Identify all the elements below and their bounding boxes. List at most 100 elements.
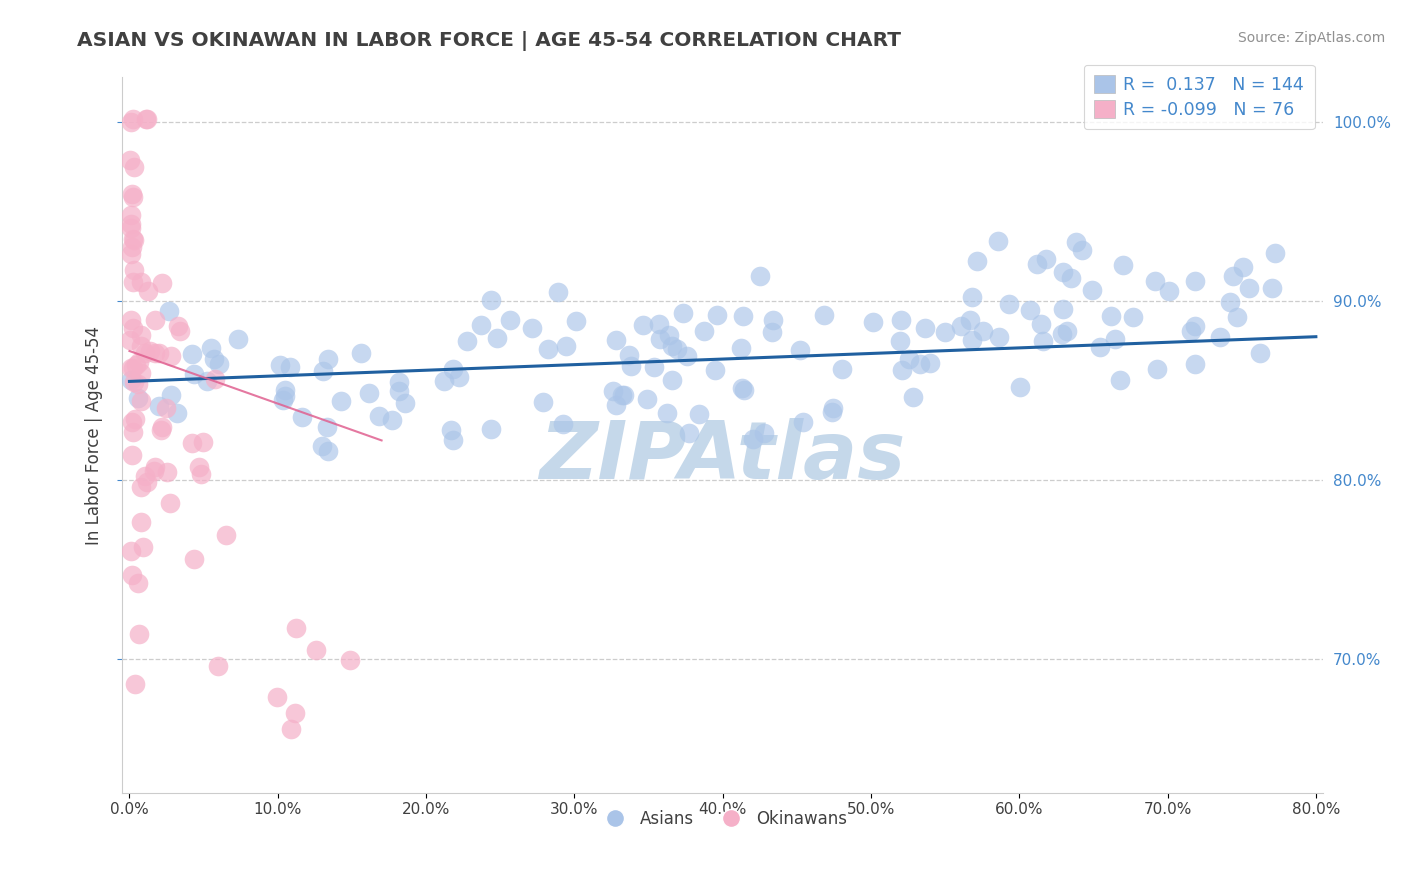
Point: [207, 659, 229, 673]
Point: [903, 390, 925, 404]
Point: [934, 325, 956, 339]
Point: [908, 357, 931, 371]
Point: [121, 448, 143, 462]
Point: [617, 348, 640, 362]
Point: [274, 389, 297, 403]
Point: [284, 621, 307, 635]
Point: [730, 341, 752, 355]
Point: [143, 460, 166, 475]
Point: [200, 341, 222, 355]
Point: [121, 567, 143, 582]
Point: [643, 359, 665, 374]
Point: [122, 361, 145, 376]
Point: [1237, 281, 1260, 295]
Point: [120, 218, 142, 232]
Point: [960, 333, 983, 347]
Point: [273, 383, 295, 397]
Point: [486, 331, 509, 345]
Point: [124, 412, 146, 426]
Point: [291, 410, 314, 425]
Point: [789, 343, 811, 358]
Point: [889, 334, 911, 348]
Point: [155, 401, 177, 415]
Point: [449, 369, 471, 384]
Point: [280, 722, 302, 736]
Point: [602, 384, 624, 398]
Point: [148, 346, 170, 360]
Point: [129, 480, 152, 494]
Point: [160, 388, 183, 402]
Point: [339, 653, 361, 667]
Point: [1056, 324, 1078, 338]
Point: [180, 347, 202, 361]
Point: [129, 328, 152, 343]
Point: [394, 396, 416, 410]
Point: [120, 115, 142, 129]
Point: [1180, 324, 1202, 338]
Point: [129, 275, 152, 289]
Point: [134, 346, 156, 360]
Point: [1064, 235, 1087, 249]
Point: [129, 515, 152, 529]
Point: [752, 425, 775, 440]
Point: [136, 284, 159, 298]
Point: [120, 208, 142, 222]
Point: [315, 419, 337, 434]
Point: [997, 297, 1019, 311]
Point: [226, 332, 249, 346]
Point: [897, 351, 920, 366]
Point: [443, 433, 465, 447]
Point: [120, 220, 142, 235]
Point: [190, 467, 212, 482]
Legend: Asians, Okinawans: Asians, Okinawans: [592, 803, 853, 834]
Point: [316, 443, 339, 458]
Point: [672, 305, 695, 319]
Point: [121, 186, 143, 201]
Point: [1099, 310, 1122, 324]
Point: [183, 552, 205, 566]
Point: [269, 358, 291, 372]
Point: [122, 189, 145, 203]
Point: [693, 324, 716, 338]
Point: [1157, 285, 1180, 299]
Point: [1209, 329, 1232, 343]
Point: [120, 247, 142, 261]
Point: [381, 413, 404, 427]
Point: [311, 439, 333, 453]
Point: [658, 327, 681, 342]
Point: [128, 355, 150, 369]
Point: [127, 576, 149, 591]
Point: [731, 381, 754, 395]
Point: [166, 406, 188, 420]
Point: [191, 435, 214, 450]
Point: [749, 269, 772, 284]
Point: [188, 459, 211, 474]
Point: [150, 423, 173, 437]
Point: [120, 360, 142, 375]
Point: [1222, 269, 1244, 284]
Point: [636, 392, 658, 406]
Point: [159, 350, 181, 364]
Point: [1070, 244, 1092, 258]
Point: [610, 388, 633, 402]
Point: [688, 407, 710, 421]
Point: [278, 360, 301, 375]
Point: [121, 232, 143, 246]
Point: [129, 366, 152, 380]
Point: [124, 233, 146, 247]
Point: [388, 384, 411, 399]
Point: [733, 383, 755, 397]
Point: [122, 321, 145, 335]
Point: [959, 313, 981, 327]
Point: [890, 313, 912, 327]
Point: [150, 420, 173, 434]
Point: [1010, 380, 1032, 394]
Point: [520, 320, 543, 334]
Point: [433, 374, 456, 388]
Point: [1249, 346, 1271, 360]
Point: [1052, 265, 1074, 279]
Point: [122, 160, 145, 174]
Point: [150, 276, 173, 290]
Point: [284, 706, 307, 720]
Point: [316, 352, 339, 367]
